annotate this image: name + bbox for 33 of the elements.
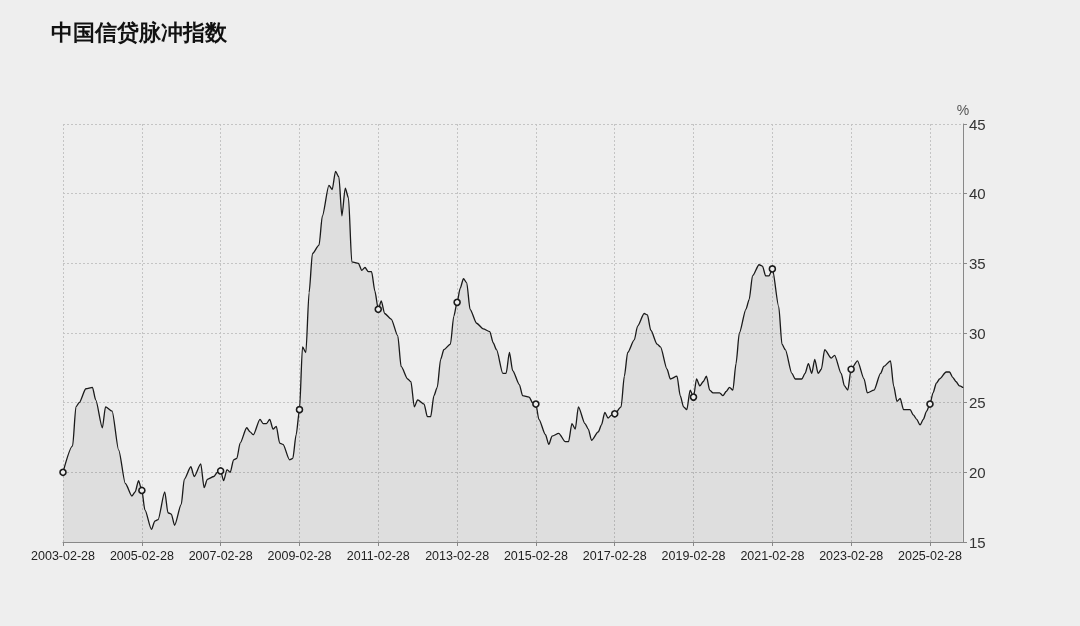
chart-title: 中国信贷脉冲指数 bbox=[51, 19, 228, 45]
point bbox=[138, 486, 146, 495]
x-tick-label: 2023-02-28 bbox=[819, 548, 884, 563]
x-tick-label: 2015-02-28 bbox=[503, 548, 568, 563]
point bbox=[532, 400, 540, 408]
point bbox=[295, 405, 304, 414]
point bbox=[59, 468, 67, 477]
x-tick-label: 2011-02-28 bbox=[346, 548, 410, 563]
point bbox=[453, 298, 461, 307]
x-tick-label: 2007-02-28 bbox=[188, 548, 253, 563]
y-tick-label: 25 bbox=[969, 394, 986, 412]
x-tick-label: 2013-02-28 bbox=[425, 548, 490, 563]
x-tick-label: 2005-02-28 bbox=[109, 548, 174, 563]
point bbox=[216, 467, 225, 475]
x-tick-label: 2021-02-28 bbox=[740, 548, 805, 563]
y-axis-title: % bbox=[956, 101, 970, 118]
y-tick-label: 35 bbox=[969, 254, 986, 272]
point bbox=[847, 365, 855, 374]
x-tick-label: 2019-02-28 bbox=[661, 548, 726, 563]
point bbox=[926, 400, 934, 408]
point bbox=[610, 410, 619, 418]
point bbox=[374, 305, 383, 314]
x-tick-label: 2017-02-28 bbox=[582, 548, 647, 563]
y-tick-label: 45 bbox=[969, 115, 986, 133]
y-tick-label: 40 bbox=[969, 185, 986, 203]
y-tick-label: 20 bbox=[969, 463, 986, 481]
point bbox=[768, 265, 777, 273]
y-tick-label: 15 bbox=[969, 533, 986, 551]
point bbox=[689, 393, 698, 401]
x-tick-label: 2009-02-28 bbox=[267, 548, 332, 563]
x-tick-label: 2003-02-28 bbox=[31, 548, 96, 563]
x-tick-label: 2025-02-28 bbox=[898, 548, 962, 563]
y-tick-label: 30 bbox=[969, 324, 986, 342]
